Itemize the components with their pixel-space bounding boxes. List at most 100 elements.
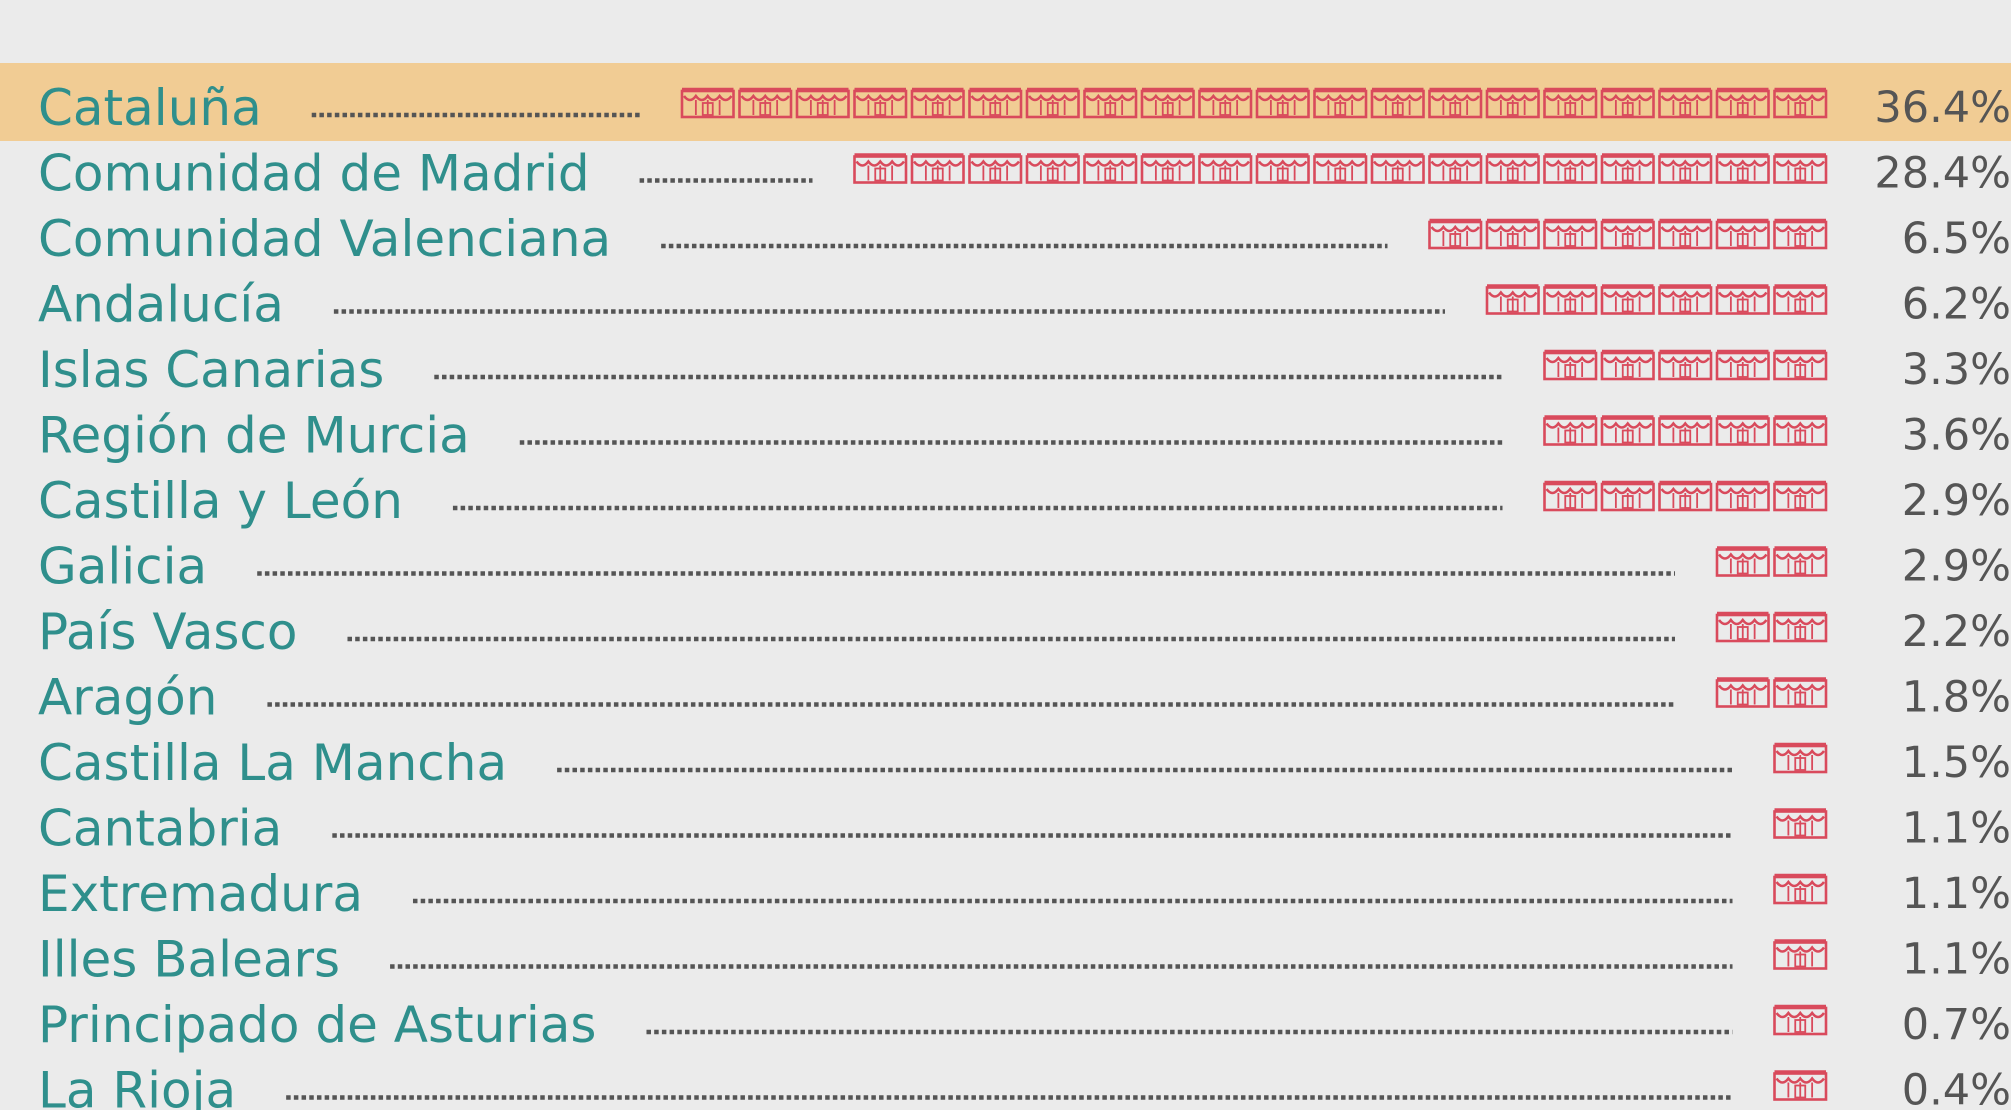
value-label: 3.6%	[1902, 411, 2011, 461]
shop-awning-icon	[1600, 284, 1655, 315]
icon-bar	[1715, 677, 1828, 708]
shop-awning-icon	[853, 153, 908, 184]
shop-awning-icon	[1198, 87, 1253, 119]
shop-awning-icon	[1543, 415, 1598, 446]
icon-bar	[1543, 349, 1828, 381]
chart-row: Castilla La Mancha 1.5%	[38, 734, 2011, 792]
shop-awning-icon	[910, 87, 965, 119]
region-label: Aragón	[38, 669, 217, 727]
shop-awning-icon	[1140, 87, 1195, 119]
shop-awning-icon	[738, 87, 793, 119]
shop-awning-icon	[1083, 153, 1138, 184]
region-label: Galicia	[38, 538, 207, 596]
shop-awning-icon	[1658, 415, 1713, 446]
region-label: Cantabria	[38, 800, 282, 858]
shop-awning-icon	[1715, 349, 1770, 381]
shop-awning-icon	[1543, 284, 1598, 315]
shop-awning-icon	[1025, 153, 1080, 184]
icon-bar	[1715, 546, 1828, 577]
shop-awning-icon	[1600, 415, 1655, 446]
chart-row: Comunidad Valenciana 6.5%	[38, 210, 2011, 268]
shop-awning-icon	[1543, 218, 1598, 250]
shop-awning-icon	[1543, 87, 1598, 119]
region-label: Extremadura	[38, 865, 363, 923]
region-label: Islas Canarias	[38, 341, 384, 399]
shop-awning-icon	[1658, 349, 1713, 381]
shop-awning-icon	[1773, 153, 1828, 184]
chart-row: Islas Canarias 3.3%	[38, 341, 2011, 399]
shop-awning-icon	[1715, 218, 1770, 250]
chart-row: Comunidad de Madrid 28.4%	[38, 145, 2011, 203]
shop-awning-icon	[1600, 218, 1655, 250]
shop-awning-icon	[1715, 546, 1770, 577]
shop-awning-icon	[1773, 284, 1828, 315]
shop-awning-icon	[1543, 153, 1598, 184]
shop-awning-icon	[1773, 1070, 1828, 1101]
shop-awning-icon	[1313, 87, 1368, 119]
icon-bar	[1773, 742, 1828, 774]
highlight-band	[0, 63, 2011, 141]
shop-awning-icon	[1715, 677, 1770, 708]
shop-awning-icon	[1255, 87, 1310, 119]
shop-awning-icon	[1198, 153, 1253, 184]
shop-awning-icon	[1140, 153, 1195, 184]
shop-awning-icon	[1428, 153, 1483, 184]
shop-awning-icon	[1658, 218, 1713, 250]
icon-bar	[1773, 939, 1828, 970]
shop-awning-icon	[1658, 87, 1713, 119]
chart-row: Principado de Asturias 0.7%	[38, 996, 2011, 1054]
shop-awning-icon	[1543, 349, 1598, 381]
icon-bar	[1773, 1004, 1828, 1036]
value-label: 6.5%	[1902, 214, 2011, 264]
value-label: 1.8%	[1902, 673, 2011, 723]
shop-awning-icon	[1600, 153, 1655, 184]
value-label: 1.1%	[1902, 869, 2011, 919]
value-label: 0.7%	[1902, 1000, 2011, 1050]
shop-awning-icon	[1773, 87, 1828, 119]
chart-row: Aragón 1.8%	[38, 669, 2011, 727]
value-label: 0.4%	[1902, 1066, 2011, 1110]
region-label: Comunidad Valenciana	[38, 210, 611, 268]
region-label: Castilla y León	[38, 472, 403, 530]
chart-row: Extremadura 1.1%	[38, 865, 2011, 923]
shop-awning-icon	[1773, 349, 1828, 381]
shop-awning-icon	[1715, 611, 1770, 643]
shop-awning-icon	[853, 87, 908, 119]
shop-awning-icon	[1773, 415, 1828, 446]
region-label: Andalucía	[38, 276, 284, 334]
shop-awning-icon	[1773, 939, 1828, 970]
shop-awning-icon	[1370, 153, 1425, 184]
value-label: 2.9%	[1902, 542, 2011, 592]
shop-awning-icon	[1370, 87, 1425, 119]
shop-awning-icon	[1485, 87, 1540, 119]
shop-awning-icon	[1773, 546, 1828, 577]
icon-bar	[853, 153, 1828, 184]
region-label: Cataluña	[38, 79, 262, 137]
chart-row: Andalucía 6.2%	[38, 276, 2011, 334]
shop-awning-icon	[1773, 873, 1828, 905]
shop-awning-icon	[1600, 87, 1655, 119]
shop-awning-icon	[1715, 153, 1770, 184]
shop-awning-icon	[1773, 677, 1828, 708]
chart-row: Castilla y León 2.9%	[38, 472, 2011, 530]
shop-awning-icon	[910, 153, 965, 184]
shop-awning-icon	[1715, 284, 1770, 315]
value-label: 2.9%	[1902, 476, 2011, 526]
icon-bar	[1715, 611, 1828, 643]
shop-awning-icon	[1485, 153, 1540, 184]
region-label: Illes Balears	[38, 931, 340, 989]
shop-awning-icon	[1600, 349, 1655, 381]
icon-bar	[1773, 873, 1828, 905]
shop-awning-icon	[680, 87, 735, 119]
shop-awning-icon	[1485, 218, 1540, 250]
chart-row: Illes Balears 1.1%	[38, 931, 2011, 989]
shop-awning-icon	[1255, 153, 1310, 184]
shop-awning-icon	[968, 153, 1023, 184]
region-label: País Vasco	[38, 603, 297, 661]
icon-bar	[1543, 480, 1828, 512]
icon-bar	[680, 87, 1828, 119]
shop-awning-icon	[1773, 480, 1828, 512]
shop-awning-icon	[1543, 480, 1598, 512]
chart-row: Cataluña 36.4%	[0, 63, 2011, 141]
